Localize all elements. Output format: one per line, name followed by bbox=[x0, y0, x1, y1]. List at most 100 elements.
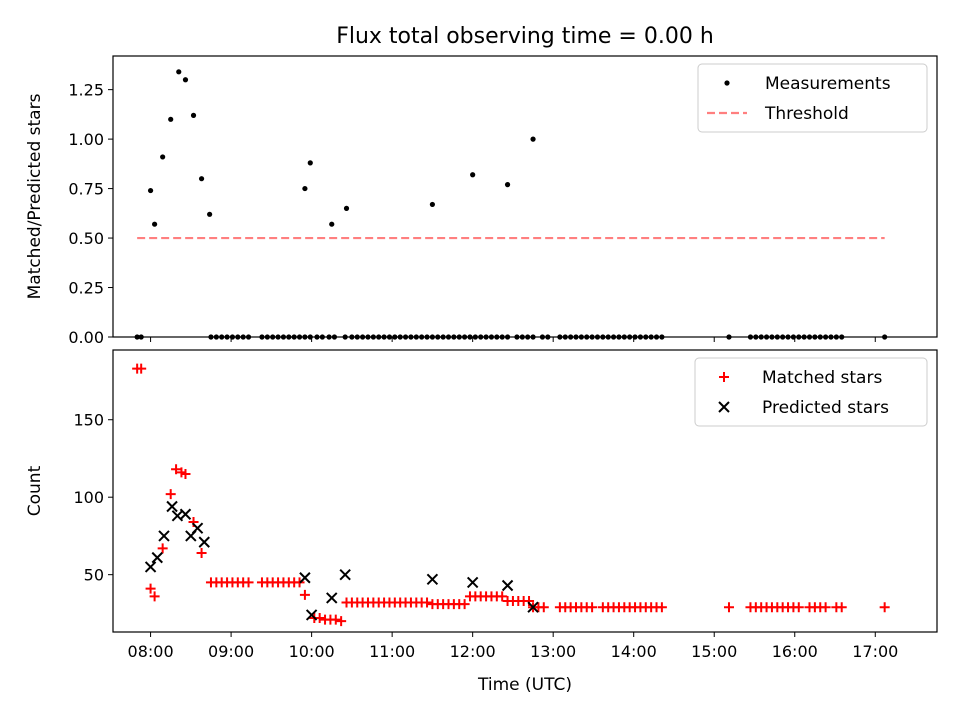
measurement-point bbox=[296, 334, 303, 340]
x-axis-label: Time (UTC) bbox=[477, 675, 572, 695]
y-axis-label: Matched/Predicted stars bbox=[25, 93, 45, 299]
predicted-star-marker bbox=[191, 522, 204, 534]
measurement-point bbox=[589, 334, 595, 340]
measurement-point bbox=[245, 334, 252, 340]
x-tick-label: 09:00 bbox=[208, 642, 254, 661]
measurement-point bbox=[176, 69, 182, 75]
measurement-point bbox=[568, 334, 574, 340]
measurement-point bbox=[408, 334, 414, 340]
measurement-point bbox=[134, 334, 140, 340]
matched-star-marker bbox=[299, 589, 310, 600]
measurement-point bbox=[360, 334, 366, 340]
legend-label: Measurements bbox=[765, 74, 891, 94]
measurement-point bbox=[259, 334, 265, 340]
measurement-point bbox=[753, 334, 759, 340]
measurement-point bbox=[785, 334, 791, 340]
legend-label: Threshold bbox=[764, 104, 849, 124]
measurement-point bbox=[429, 201, 436, 208]
y-tick-label: 1.00 bbox=[68, 130, 104, 149]
legend-measurement-handle bbox=[724, 80, 730, 86]
measurement-point bbox=[817, 334, 823, 340]
legend-matched-handle bbox=[719, 372, 729, 382]
measurement-point bbox=[557, 334, 563, 340]
x-tick-label: 11:00 bbox=[369, 642, 415, 661]
measurement-point bbox=[240, 334, 246, 340]
measurement-point bbox=[659, 334, 665, 340]
legend: Matched stars Predicted stars bbox=[694, 357, 928, 427]
measurement-point bbox=[365, 334, 371, 340]
measurement-point bbox=[331, 334, 338, 340]
measurement-point bbox=[275, 334, 281, 340]
chart-title: Flux total observing time = 0.00 h bbox=[336, 24, 714, 49]
measurement-point bbox=[488, 334, 495, 340]
matched-star-marker bbox=[656, 602, 667, 613]
predicted-star-marker bbox=[144, 561, 157, 573]
measurement-point bbox=[483, 334, 489, 340]
measurement-point bbox=[424, 334, 430, 340]
y-tick-label: 0.00 bbox=[68, 328, 104, 347]
measurement-point bbox=[801, 334, 807, 340]
matched-star-marker bbox=[820, 602, 831, 613]
measurement-point bbox=[504, 334, 511, 340]
measurement-point bbox=[828, 334, 834, 340]
matched-star-marker bbox=[243, 577, 254, 588]
measurement-point bbox=[747, 334, 754, 340]
measurement-point bbox=[451, 334, 457, 340]
y-tick-label: 50 bbox=[84, 566, 104, 585]
matched-star-marker bbox=[723, 602, 734, 613]
measurement-point bbox=[823, 334, 829, 340]
measurement-point bbox=[882, 334, 888, 340]
measurement-point bbox=[653, 334, 660, 340]
measurement-point bbox=[307, 334, 313, 340]
measurement-point bbox=[138, 334, 144, 340]
measurement-point bbox=[342, 334, 348, 340]
matched-star-marker bbox=[538, 602, 549, 613]
predicted-star-marker bbox=[527, 601, 539, 613]
measurement-point bbox=[392, 334, 398, 340]
x-tick-label: 16:00 bbox=[772, 642, 818, 661]
measurement-point bbox=[616, 334, 622, 340]
predicted-star-marker bbox=[339, 568, 351, 581]
measurement-point bbox=[280, 334, 287, 340]
matched-star-marker bbox=[336, 616, 347, 627]
measurement-point bbox=[264, 334, 270, 340]
x-tick-label: 10:00 bbox=[289, 642, 335, 661]
measurement-point bbox=[343, 205, 350, 211]
y-tick-label: 0.75 bbox=[68, 180, 104, 199]
measurement-point bbox=[307, 160, 313, 166]
measurement-point bbox=[413, 334, 419, 340]
predicted-star-marker bbox=[426, 573, 439, 586]
measurement-point bbox=[514, 334, 520, 340]
legend-label: Predicted stars bbox=[762, 398, 889, 418]
predicted-star-marker bbox=[158, 530, 170, 542]
measurement-point bbox=[806, 334, 813, 340]
measurement-point bbox=[758, 334, 764, 340]
y-tick-label: 1.25 bbox=[68, 81, 104, 100]
predicted-star-marker bbox=[466, 576, 479, 589]
measurement-point bbox=[354, 334, 360, 340]
y-tick-label: 150 bbox=[73, 411, 104, 430]
matched-star-marker bbox=[136, 363, 147, 374]
measurement-point bbox=[774, 334, 780, 340]
matched-star-marker bbox=[587, 602, 598, 613]
measurement-point bbox=[600, 334, 606, 340]
measurement-point bbox=[314, 334, 320, 340]
measurement-point bbox=[319, 334, 325, 340]
predicted-star-marker bbox=[305, 609, 318, 621]
measurement-point bbox=[494, 334, 500, 340]
matched-star-marker bbox=[836, 602, 847, 613]
matched-star-marker bbox=[165, 489, 176, 500]
measurement-point bbox=[462, 334, 468, 340]
matched-star-marker bbox=[497, 591, 508, 602]
measurement-point bbox=[291, 334, 297, 340]
measurement-point bbox=[329, 221, 335, 227]
measurement-point bbox=[440, 334, 446, 340]
predicted-star-marker bbox=[166, 500, 178, 513]
legend: Measurements Threshold bbox=[697, 63, 928, 133]
measurement-point bbox=[621, 334, 627, 340]
predicted-star-marker bbox=[501, 579, 514, 592]
measurement-point bbox=[168, 116, 174, 122]
matched-star-marker bbox=[145, 583, 156, 594]
measurement-point bbox=[632, 334, 638, 340]
x-tick-label: 12:00 bbox=[450, 642, 496, 661]
